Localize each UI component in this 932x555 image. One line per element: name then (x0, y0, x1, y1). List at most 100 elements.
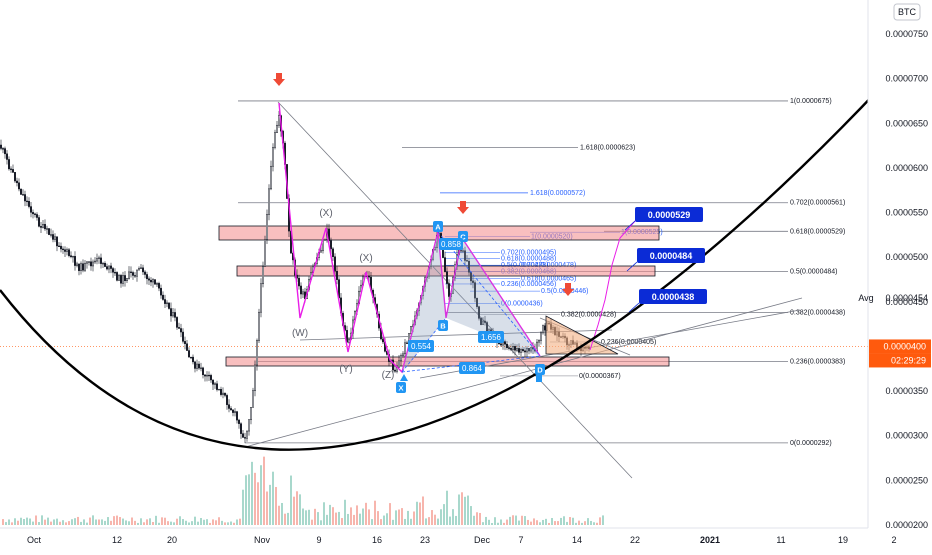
candle-body (514, 346, 516, 351)
candle-body (96, 258, 98, 262)
volume-bar (89, 517, 91, 525)
volume-bar (413, 511, 415, 525)
volume-bar (569, 517, 571, 525)
candle-body (160, 287, 162, 296)
volume-bar (221, 520, 223, 525)
candle-body (184, 341, 186, 344)
avg-label: Avg (858, 293, 873, 303)
candle-body (12, 169, 14, 173)
volume-bar (521, 515, 523, 525)
candle-body (134, 275, 136, 277)
candle-body (210, 375, 212, 381)
candle-body (320, 250, 322, 253)
target-pointer (628, 302, 640, 313)
volume-bar (110, 520, 112, 525)
volume-bar (116, 515, 118, 525)
candle-body (256, 340, 258, 366)
volume-bar (590, 520, 592, 525)
candle-body (478, 306, 480, 319)
volume-bar (320, 520, 322, 525)
candle-body (172, 312, 174, 317)
volume-bar (329, 504, 331, 525)
fib-level-label: 0.5(0.0000484) (790, 268, 837, 275)
y-tick-label: 0.0000750 (885, 29, 928, 39)
candle-body (394, 369, 396, 372)
candle-body (54, 236, 56, 240)
inner-fib-label: 0.236(0.0000456) (501, 281, 556, 288)
volume-bar (578, 520, 580, 525)
candle-body (206, 374, 208, 377)
ratio-label: 0.554 (411, 342, 432, 351)
fib-level-label: 0.236(0.0000383) (790, 359, 845, 366)
candle-body (78, 263, 80, 271)
volume-bar (581, 522, 583, 525)
candle-body (158, 283, 160, 289)
volume-bar (299, 494, 301, 525)
candle-body (400, 355, 402, 362)
candle-body (0, 144, 2, 149)
candle-body (274, 132, 276, 148)
fib-level-label: 0.382(0.0000438) (790, 310, 845, 317)
candle-body (152, 279, 154, 283)
candle-body (198, 363, 200, 369)
candle-body (32, 212, 34, 215)
candle-body (154, 279, 156, 285)
candle-body (444, 257, 446, 272)
candle-body (138, 268, 140, 271)
candle-body (202, 367, 204, 376)
candle-body (410, 326, 412, 334)
candle-body (250, 407, 252, 420)
volume-bar (5, 522, 7, 525)
candle-body (104, 262, 106, 267)
volume-bar (353, 514, 355, 525)
volume-bar (176, 518, 178, 525)
countdown-tag (869, 353, 931, 368)
candle-body (122, 275, 124, 284)
volume-bar (380, 519, 382, 525)
symbol-badge-box (893, 3, 921, 21)
candle-body (164, 299, 166, 304)
candle-body (166, 302, 168, 304)
volume-bars (2, 456, 604, 525)
volume-bar (74, 518, 76, 525)
harmonic-xb (401, 317, 447, 373)
y-tick-label: 0.0000650 (885, 118, 928, 128)
volume-bar (344, 499, 346, 525)
harmonic-xab (402, 232, 446, 372)
harmonic-point-box (535, 364, 545, 375)
volume-bar (77, 516, 79, 525)
candle-body (506, 343, 508, 348)
candle-body (508, 347, 510, 349)
candle-body (66, 249, 68, 252)
down-arrow (562, 283, 574, 296)
candle-body (128, 271, 130, 279)
x-tick-label: 7 (518, 535, 523, 545)
volume-bar (599, 517, 601, 525)
candle-body (30, 206, 32, 213)
volume-bar (14, 518, 16, 525)
candle-body (86, 261, 88, 264)
volume-bar (83, 519, 85, 525)
volume-bar (26, 517, 28, 525)
volume-bar (62, 520, 64, 525)
candle-body (302, 291, 304, 295)
volume-bar (515, 515, 517, 525)
volume-bar (560, 517, 562, 525)
volume-bar (548, 522, 550, 525)
volume-bar (257, 482, 259, 525)
candle-body (264, 239, 266, 267)
volume-bar (518, 520, 520, 525)
candle-body (482, 320, 484, 325)
volume-bar (395, 510, 397, 525)
candle-body (98, 257, 100, 259)
candle-body (112, 268, 114, 273)
candle-body (252, 390, 254, 408)
projection-path (589, 219, 637, 351)
harmonic-pattern (278, 102, 637, 374)
candle-body (300, 285, 302, 295)
volume-bar (149, 518, 151, 525)
volume-bar (311, 519, 313, 525)
volume-bar (293, 496, 295, 525)
